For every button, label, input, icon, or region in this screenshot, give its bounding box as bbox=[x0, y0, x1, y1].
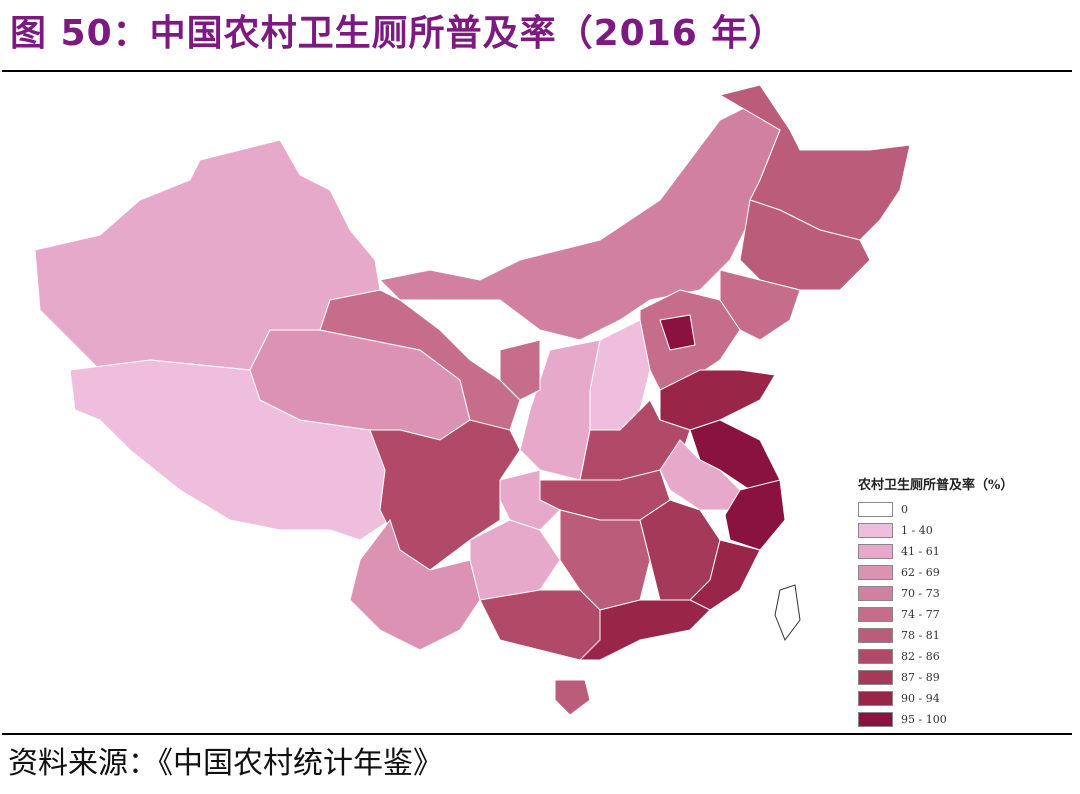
legend-item: 70 - 73 bbox=[858, 583, 1013, 604]
legend-item: 62 - 69 bbox=[858, 562, 1013, 583]
legend-swatch bbox=[858, 691, 893, 706]
region-guangdong bbox=[578, 599, 711, 661]
top-rule bbox=[2, 70, 1072, 72]
region-taiwan bbox=[774, 584, 801, 642]
china-map bbox=[34, 84, 911, 716]
legend-swatch bbox=[858, 712, 893, 727]
source-note: 资料来源：《中国农村统计年鉴》 bbox=[8, 746, 443, 781]
legend-label: 62 - 69 bbox=[901, 566, 940, 579]
legend-title: 农村卫生厕所普及率（%） bbox=[858, 478, 1014, 493]
legend-item: 95 - 100 bbox=[858, 709, 1013, 730]
region-heilongjiang bbox=[718, 84, 911, 241]
legend-item: 82 - 86 bbox=[858, 646, 1013, 667]
region-beijing bbox=[659, 314, 696, 351]
region-sichuan bbox=[369, 419, 521, 571]
region-chongqing bbox=[499, 469, 561, 531]
legend-label: 78 - 81 bbox=[901, 629, 940, 642]
legend: 农村卫生厕所普及率（%） 0 1 - 40 41 - 61 62 - 69 70 - 7… bbox=[858, 474, 1013, 730]
legend-swatch bbox=[858, 565, 893, 580]
legend-swatch bbox=[858, 523, 893, 538]
region-yunnan bbox=[349, 518, 481, 651]
legend-swatch bbox=[858, 628, 893, 643]
legend-swatch bbox=[858, 502, 893, 517]
region-ningxia bbox=[499, 339, 541, 401]
region-shaanxi bbox=[519, 339, 601, 481]
legend-swatch bbox=[858, 586, 893, 601]
legend-item: 1 - 40 bbox=[858, 520, 1013, 541]
legend-item: 41 - 61 bbox=[858, 541, 1013, 562]
legend-label: 82 - 86 bbox=[901, 650, 940, 663]
legend-item: 0 bbox=[858, 499, 1013, 520]
legend-label: 74 - 77 bbox=[901, 608, 940, 621]
region-guizhou bbox=[469, 519, 561, 601]
legend-swatch bbox=[858, 544, 893, 559]
region-jilin bbox=[739, 199, 871, 291]
region-guangxi bbox=[479, 589, 601, 661]
figure-title: 图 50：中国农村卫生厕所普及率（2016 年） bbox=[10, 13, 786, 54]
legend-item: 87 - 89 bbox=[858, 667, 1013, 688]
legend-label: 1 - 40 bbox=[901, 524, 933, 537]
legend-label: 90 - 94 bbox=[901, 692, 940, 705]
bottom-rule bbox=[2, 733, 1072, 735]
legend-label: 95 - 100 bbox=[901, 713, 947, 726]
legend-swatch bbox=[858, 649, 893, 664]
legend-swatch bbox=[858, 670, 893, 685]
legend-item: 90 - 94 bbox=[858, 688, 1013, 709]
legend-item: 78 - 81 bbox=[858, 625, 1013, 646]
legend-label: 70 - 73 bbox=[901, 587, 940, 600]
legend-label: 41 - 61 bbox=[901, 545, 940, 558]
legend-label: 87 - 89 bbox=[901, 671, 940, 684]
region-hainan bbox=[554, 679, 591, 716]
legend-label: 0 bbox=[901, 503, 908, 516]
legend-item: 74 - 77 bbox=[858, 604, 1013, 625]
legend-swatch bbox=[858, 607, 893, 622]
